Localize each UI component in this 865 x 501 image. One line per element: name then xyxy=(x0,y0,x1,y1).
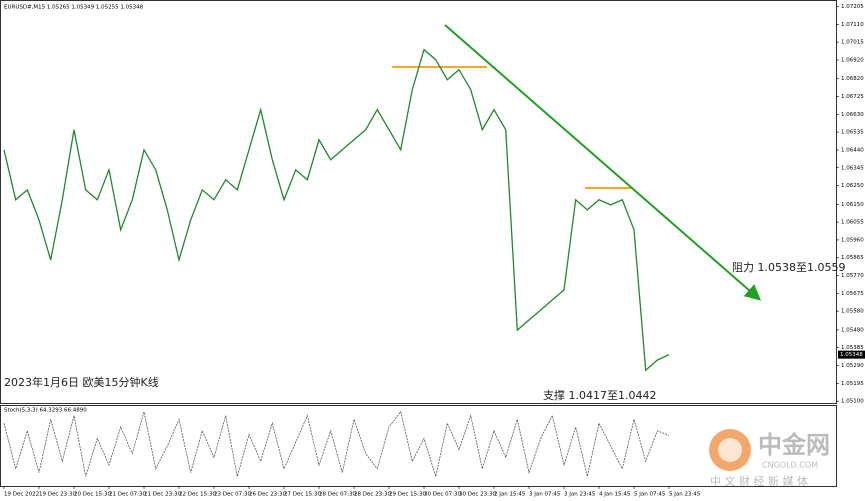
y-tick-label: 1.05580 xyxy=(841,309,864,315)
y-tick-label: 1.06055 xyxy=(841,220,864,226)
y-tick-label: 1.05100 xyxy=(841,399,864,405)
trend-line xyxy=(444,24,762,301)
y-tick-label: 1.05290 xyxy=(841,363,864,369)
x-tick-label: 3 Jan 07:45 xyxy=(529,492,561,498)
stoch-line xyxy=(3,410,670,478)
y-tick-label: 1.07205 xyxy=(841,4,864,10)
y-tick-label: 1.05865 xyxy=(841,255,864,261)
support-note: 支撑 1.0417至1.0442 xyxy=(543,388,656,402)
y-tick-label: 1.05480 xyxy=(841,327,864,333)
y-tick-label: 1.05960 xyxy=(841,237,864,243)
y-tick-label: 1.06725 xyxy=(841,94,864,100)
x-tick-label: 19 Dec 23:30 xyxy=(39,492,76,498)
x-tick-label: 30 Dec 23:30 xyxy=(459,492,496,498)
y-tick-label: 1.06440 xyxy=(841,147,864,153)
x-tick-label: 26 Dec 23:30 xyxy=(249,492,286,498)
y-tick-label: 1.05770 xyxy=(841,273,864,279)
y-tick-label: 1.05675 xyxy=(841,291,864,297)
last-price-box xyxy=(838,350,865,359)
main-panel xyxy=(0,0,837,404)
logo-slogan: 中 文 财 经 新 媒 体 xyxy=(710,474,808,488)
x-tick-label: 2 Jan 15:45 xyxy=(494,492,526,498)
x-tick-label: 21 Dec 23:30 xyxy=(144,492,181,498)
x-tick-label: 5 Jan 07:45 xyxy=(634,492,666,498)
x-tick-label: 28 Dec 07:30 xyxy=(319,492,356,498)
x-tick-label: 3 Jan 23:45 xyxy=(564,492,596,498)
x-tick-label: 19 Dec 2022 xyxy=(4,492,39,498)
x-tick-label: 22 Dec 15:30 xyxy=(179,492,216,498)
y-tick-label: 1.06250 xyxy=(841,183,864,189)
last-price-label: 1.05348 xyxy=(840,352,863,358)
x-tick-label: 29 Dec 15:30 xyxy=(389,492,426,498)
y-tick-label: 1.07110 xyxy=(841,22,864,28)
x-tick-label: 30 Dec 07:30 xyxy=(424,492,461,498)
logo-name: 中金网 xyxy=(758,431,830,459)
price-line xyxy=(3,48,670,372)
x-tick-label: 28 Dec 23:30 xyxy=(354,492,391,498)
y-tick-label: 1.06345 xyxy=(841,165,864,171)
y-tick-label: 1.06920 xyxy=(841,57,864,63)
x-tick-label: 21 Dec 07:30 xyxy=(109,492,146,498)
chart-title: EURUSD#,M15 1.05265 1.05349 1.05255 1.05… xyxy=(4,5,144,11)
y-tick-label: 1.05385 xyxy=(841,345,864,351)
stoch-panel xyxy=(0,405,837,487)
y-tick-label: 1.05195 xyxy=(841,381,864,387)
y-tick-label: 1.06630 xyxy=(841,112,864,118)
caption: 2023年1月6日 欧美15分钟K线 xyxy=(4,375,159,389)
x-tick-label: 23 Dec 07:30 xyxy=(214,492,251,498)
x-tick-label: 5 Jan 23:45 xyxy=(669,492,701,498)
stoch-title: Stoch(5,3,3) 64.3293 66.4890 xyxy=(4,408,87,414)
x-tick-label: 27 Dec 15:30 xyxy=(284,492,321,498)
x-tick-label: 4 Jan 15:45 xyxy=(599,492,631,498)
y-tick-label: 1.06820 xyxy=(841,76,864,82)
logo-domain: CNGOLD.COM xyxy=(762,461,818,470)
resistance-note: 阻力 1.0538至1.0559 xyxy=(732,261,845,274)
y-tick-label: 1.07015 xyxy=(841,40,864,46)
plot xyxy=(3,48,670,478)
y-tick-label: 1.06535 xyxy=(841,130,864,136)
logo-icon xyxy=(718,438,742,462)
y-tick-label: 1.06150 xyxy=(841,202,864,208)
x-tick-label: 20 Dec 15:30 xyxy=(74,492,111,498)
